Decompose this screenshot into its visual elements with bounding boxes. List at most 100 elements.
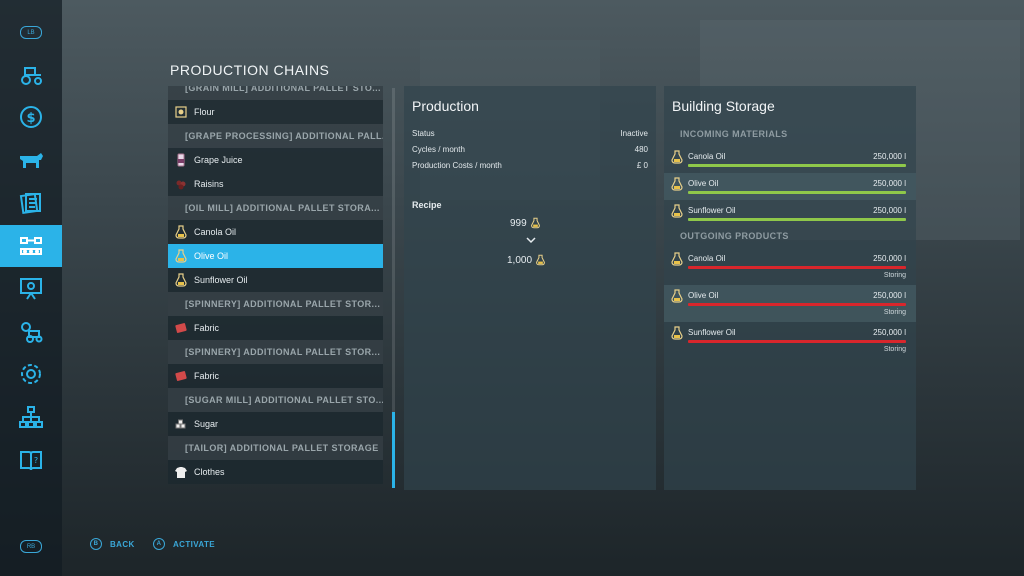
storage-row[interactable]: Olive Oil 250,000 l Storing: [664, 285, 916, 322]
oil-bottle-icon: [174, 225, 188, 239]
activate-button[interactable]: A ACTIVATE: [153, 538, 215, 550]
back-label: BACK: [110, 539, 135, 549]
storage-row[interactable]: Olive Oil 250,000 l: [664, 173, 916, 200]
sidebar-item-finances[interactable]: $: [0, 97, 62, 137]
sidebar-item-vehicle-settings[interactable]: [0, 311, 62, 351]
oil-bottle-icon: [671, 150, 683, 164]
rb-button-hint[interactable]: RB: [20, 540, 42, 553]
oil-bottle-icon: [671, 289, 683, 303]
list-item[interactable]: Sunflower Oil: [168, 268, 383, 292]
list-item-label: Raisins: [194, 179, 224, 189]
list-item-label: [GRAIN MILL] ADDITIONAL PALLET STO...: [185, 86, 381, 93]
sidebar-item-contracts[interactable]: [0, 183, 62, 223]
list-item-label: Clothes: [194, 467, 225, 477]
list-item-label: [OIL MILL] ADDITIONAL PALLET STORA...: [185, 203, 380, 213]
fabric-icon: [175, 371, 187, 381]
sidebar-item-vehicles[interactable]: [0, 54, 62, 94]
sidebar-item-settings[interactable]: [0, 354, 62, 394]
sugar-icon: [174, 417, 188, 431]
list-item[interactable]: Flour: [168, 100, 383, 124]
storage-row[interactable]: Canola Oil 250,000 l: [664, 146, 916, 173]
lb-button-hint[interactable]: LB: [20, 26, 42, 39]
storage-fill-bar: [688, 303, 906, 306]
fabric-icon: [174, 321, 188, 335]
chevron-down-icon: [526, 237, 536, 244]
storage-item-amount: 250,000 l: [873, 328, 906, 337]
sidebar-item-animals[interactable]: [0, 140, 62, 180]
status-value: Inactive: [620, 129, 648, 138]
list-item[interactable]: Fabric: [168, 316, 383, 340]
back-button[interactable]: B BACK: [90, 538, 135, 550]
list-item-label: Flour: [194, 107, 215, 117]
grape-juice-icon: [177, 153, 185, 167]
list-item-label: Canola Oil: [194, 227, 237, 237]
oil-bottle-icon: [175, 273, 187, 287]
storage-fill-bar: [688, 191, 906, 194]
sidebar-item-production[interactable]: [0, 225, 62, 267]
storage-item-amount: 250,000 l: [873, 291, 906, 300]
oil-bottle-icon: [671, 177, 683, 191]
storage-item-name: Olive Oil: [688, 291, 719, 300]
dollar-icon: $: [20, 106, 42, 128]
building-storage-panel: Building Storage INCOMING MATERIALS Cano…: [664, 86, 916, 490]
oil-bottle-icon: [670, 204, 684, 218]
status-label: Status: [412, 129, 435, 138]
grape-juice-icon: [174, 153, 188, 167]
contracts-icon: [19, 192, 41, 215]
list-item-label: Sugar: [194, 419, 219, 429]
list-item[interactable]: Olive Oil: [168, 244, 383, 268]
list-item[interactable]: Canola Oil: [168, 220, 383, 244]
storage-item-amount: 250,000 l: [873, 152, 906, 161]
oil-bottle-icon: [671, 252, 683, 266]
list-item[interactable]: Clothes: [168, 460, 383, 484]
list-section-header: [GRAPE PROCESSING] ADDITIONAL PALL...: [168, 124, 383, 148]
storage-mode-label[interactable]: Storing: [883, 272, 906, 279]
storage-item-amount: 250,000 l: [873, 206, 906, 215]
fabric-icon: [175, 323, 187, 333]
storage-row[interactable]: Sunflower Oil 250,000 l Storing: [664, 322, 916, 359]
sidebar: LB $ ? RB: [0, 0, 62, 576]
storage-row[interactable]: Canola Oil 250,000 l Storing: [664, 248, 916, 285]
presentation-icon: [20, 278, 42, 300]
vehicle-settings-icon: [21, 322, 43, 343]
oil-bottle-icon: [174, 249, 188, 263]
list-item[interactable]: Raisins: [168, 172, 383, 196]
list-item-label: [SPINNERY] ADDITIONAL PALLET STOR...: [185, 299, 381, 309]
list-item-label: Sunflower Oil: [194, 275, 248, 285]
storage-item-name: Sunflower Oil: [688, 206, 736, 215]
production-chain-icon: [20, 237, 42, 255]
storage-mode-label[interactable]: Storing: [883, 309, 906, 316]
raisins-icon: [174, 177, 188, 191]
svg-text:$: $: [26, 111, 35, 126]
oil-bottle-icon: [175, 225, 187, 239]
gear-icon: [21, 364, 41, 384]
flour-icon: [175, 106, 187, 118]
sidebar-item-statistics[interactable]: [0, 268, 62, 308]
recipe-input-amount: 999: [510, 217, 527, 229]
fabric-icon: [174, 369, 188, 383]
recipe-output-amount: 1,000: [507, 254, 533, 266]
production-title: Production: [412, 98, 479, 114]
list-section-header: [GRAIN MILL] ADDITIONAL PALLET STO...: [168, 86, 383, 100]
list-item[interactable]: Sugar: [168, 412, 383, 436]
storage-item-name: Sunflower Oil: [688, 328, 736, 337]
list-item[interactable]: Fabric: [168, 364, 383, 388]
oil-bottle-icon: [671, 326, 683, 340]
storage-row[interactable]: Sunflower Oil 250,000 l: [664, 200, 916, 227]
sidebar-item-hierarchy[interactable]: [0, 397, 62, 437]
list-item[interactable]: Grape Juice: [168, 148, 383, 172]
costs-row: Production Costs / month £ 0: [412, 161, 648, 170]
clothes-icon: [175, 467, 187, 478]
production-chain-list: [GRAIN MILL] ADDITIONAL PALLET STO... Flo…: [168, 86, 383, 490]
storage-mode-label[interactable]: Storing: [883, 346, 906, 353]
storage-item-amount: 250,000 l: [873, 179, 906, 188]
a-button-glyph: A: [153, 538, 165, 550]
sidebar-item-help[interactable]: ?: [0, 440, 62, 480]
page-title: PRODUCTION CHAINS: [170, 62, 330, 78]
list-scrollbar-thumb[interactable]: [392, 412, 395, 488]
list-scrollbar[interactable]: [392, 88, 395, 488]
outgoing-products-header: OUTGOING PRODUCTS: [680, 231, 789, 241]
production-panel: Production Status Inactive Cycles / mont…: [404, 86, 656, 490]
oil-bottle-icon: [670, 326, 684, 340]
activate-label: ACTIVATE: [173, 539, 216, 549]
